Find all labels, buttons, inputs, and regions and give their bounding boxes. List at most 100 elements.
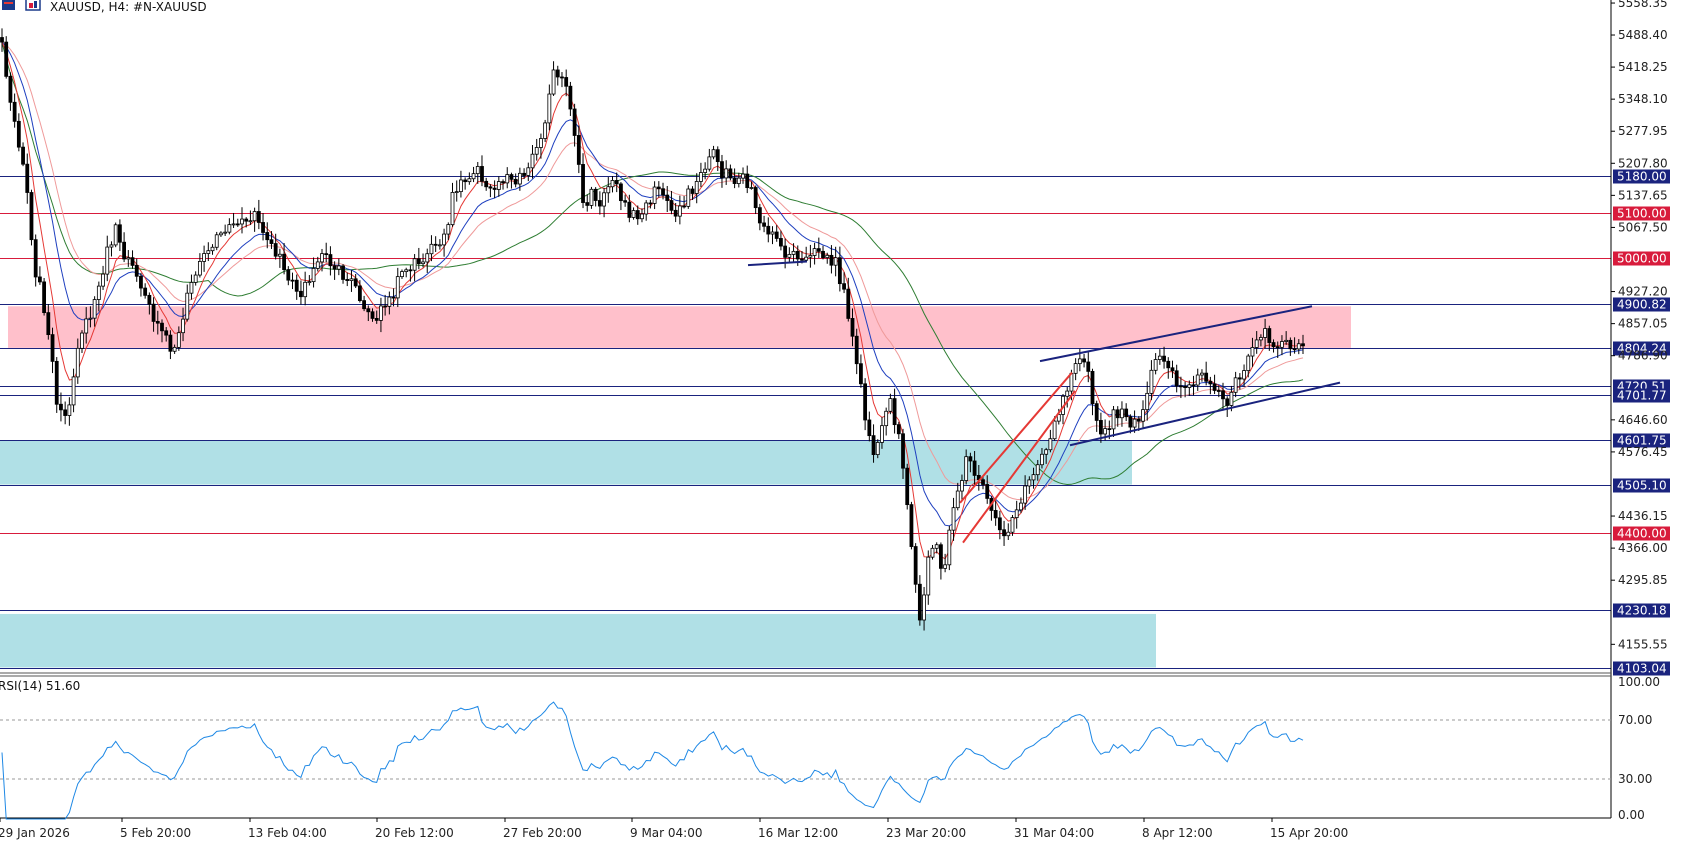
candle-91 — [383, 294, 388, 316]
candle-302 — [1271, 339, 1276, 353]
candle-275 — [1157, 349, 1162, 365]
candle-1 — [4, 36, 9, 79]
candle-135 — [568, 81, 573, 116]
level-tag-6 — [1613, 388, 1670, 403]
candle-203 — [854, 328, 859, 375]
candle-38 — [160, 319, 164, 343]
candlestick-series — [0, 28, 1305, 631]
candle-30 — [126, 250, 131, 267]
candle-253 — [1065, 387, 1070, 408]
candle-155 — [652, 181, 657, 210]
chart-window-icon[interactable] — [2, 0, 15, 10]
price-zone-2 — [0, 613, 1156, 668]
candle-287 — [1208, 376, 1213, 395]
price-zone-1 — [0, 440, 1132, 485]
instrument-icon[interactable] — [25, 0, 41, 11]
price-tick-14: 4366.00 — [1618, 541, 1668, 555]
candle-201 — [846, 277, 851, 322]
level-label-8: 4505.10 — [1617, 479, 1667, 493]
candle-43 — [181, 307, 185, 342]
candle-113 — [475, 161, 480, 184]
candle-40 — [168, 330, 173, 360]
candle-8 — [33, 234, 38, 287]
red-channel-upper-line[interactable] — [959, 371, 1073, 504]
time-axis-ticks: 29 Jan 2026 5 Feb 20:00 13 Feb 04:00 20 Feb… — [0, 818, 1348, 840]
candle-154 — [648, 199, 653, 209]
candle-82 — [345, 272, 350, 287]
level-label-6: 4701.77 — [1617, 389, 1667, 403]
candle-157 — [661, 182, 665, 200]
price-zone-0 — [8, 306, 1351, 348]
candle-29 — [122, 232, 127, 263]
candle-66 — [277, 248, 282, 268]
candle-210 — [884, 407, 889, 436]
time-tick-2: 13 Feb 04:00 — [248, 826, 327, 840]
candle-105 — [442, 228, 446, 257]
candle-111 — [467, 172, 472, 185]
candle-171 — [720, 154, 724, 188]
candle-159 — [669, 190, 674, 215]
candle-94 — [395, 267, 400, 308]
candle-297 — [1250, 337, 1255, 367]
candle-33 — [139, 272, 143, 297]
time-tick-4: 27 Feb 20:00 — [503, 826, 582, 840]
candle-88 — [370, 308, 375, 322]
candle-156 — [656, 181, 661, 198]
price-tick-9: 4857.05 — [1618, 317, 1668, 331]
candle-121 — [509, 172, 514, 189]
price-tick-0: 5558.35 — [1618, 0, 1668, 10]
candle-200 — [842, 272, 846, 294]
channel-lower-line[interactable] — [1069, 381, 1341, 447]
candle-18 — [75, 338, 80, 384]
candle-309 — [1301, 334, 1305, 355]
candle-11 — [46, 303, 51, 340]
candle-230 — [968, 452, 973, 473]
candle-233 — [981, 476, 985, 490]
candle-39 — [164, 327, 169, 342]
channel-upper-line[interactable] — [1039, 305, 1313, 363]
candle-118 — [496, 176, 501, 197]
time-tick-0: 29 Jan 2026 — [0, 826, 70, 840]
candle-87 — [366, 305, 371, 322]
candle-278 — [1170, 360, 1175, 378]
candle-109 — [459, 170, 463, 198]
level-tag-1 — [1613, 206, 1670, 221]
rsi-panel[interactable]: RSI(14) 51.60 100.00 70.00 30.00 0.00 — [0, 675, 1660, 822]
flag-lower-line[interactable] — [747, 260, 808, 267]
candle-205 — [863, 378, 868, 431]
candle-147 — [619, 182, 623, 211]
candle-294 — [1237, 373, 1242, 390]
candle-53 — [223, 224, 228, 236]
candle-208 — [875, 439, 880, 459]
candle-152 — [640, 208, 644, 223]
moving-average-lines — [1, 41, 1304, 560]
candle-106 — [446, 222, 451, 241]
candle-166 — [699, 162, 703, 188]
candle-260 — [1094, 400, 1099, 432]
price-tick-8: 4927.20 — [1618, 285, 1668, 299]
candle-143 — [602, 187, 606, 218]
horizontal-levels[interactable] — [0, 176, 1611, 669]
candle-7 — [29, 189, 34, 246]
price-tick-15: 4295.85 — [1618, 573, 1668, 587]
candle-132 — [555, 65, 560, 86]
candle-86 — [362, 295, 366, 312]
red-channel-lower-line[interactable] — [962, 390, 1076, 544]
candle-214 — [901, 428, 905, 479]
trend-channels[interactable] — [747, 260, 1341, 544]
candle-218 — [917, 575, 922, 626]
level-tag-11 — [1613, 661, 1670, 676]
candle-241 — [1014, 500, 1019, 529]
time-tick-10: 15 Apr 20:00 — [1270, 826, 1348, 840]
candle-49 — [206, 242, 211, 262]
candle-265 — [1115, 406, 1120, 427]
candle-93 — [391, 288, 396, 307]
level-label-1: 5100.00 — [1617, 207, 1667, 221]
candle-267 — [1124, 403, 1129, 422]
candle-226 — [951, 497, 956, 541]
candle-237 — [997, 510, 1002, 540]
candle-104 — [437, 239, 442, 250]
candle-247 — [1040, 447, 1044, 469]
candle-197 — [829, 245, 834, 274]
